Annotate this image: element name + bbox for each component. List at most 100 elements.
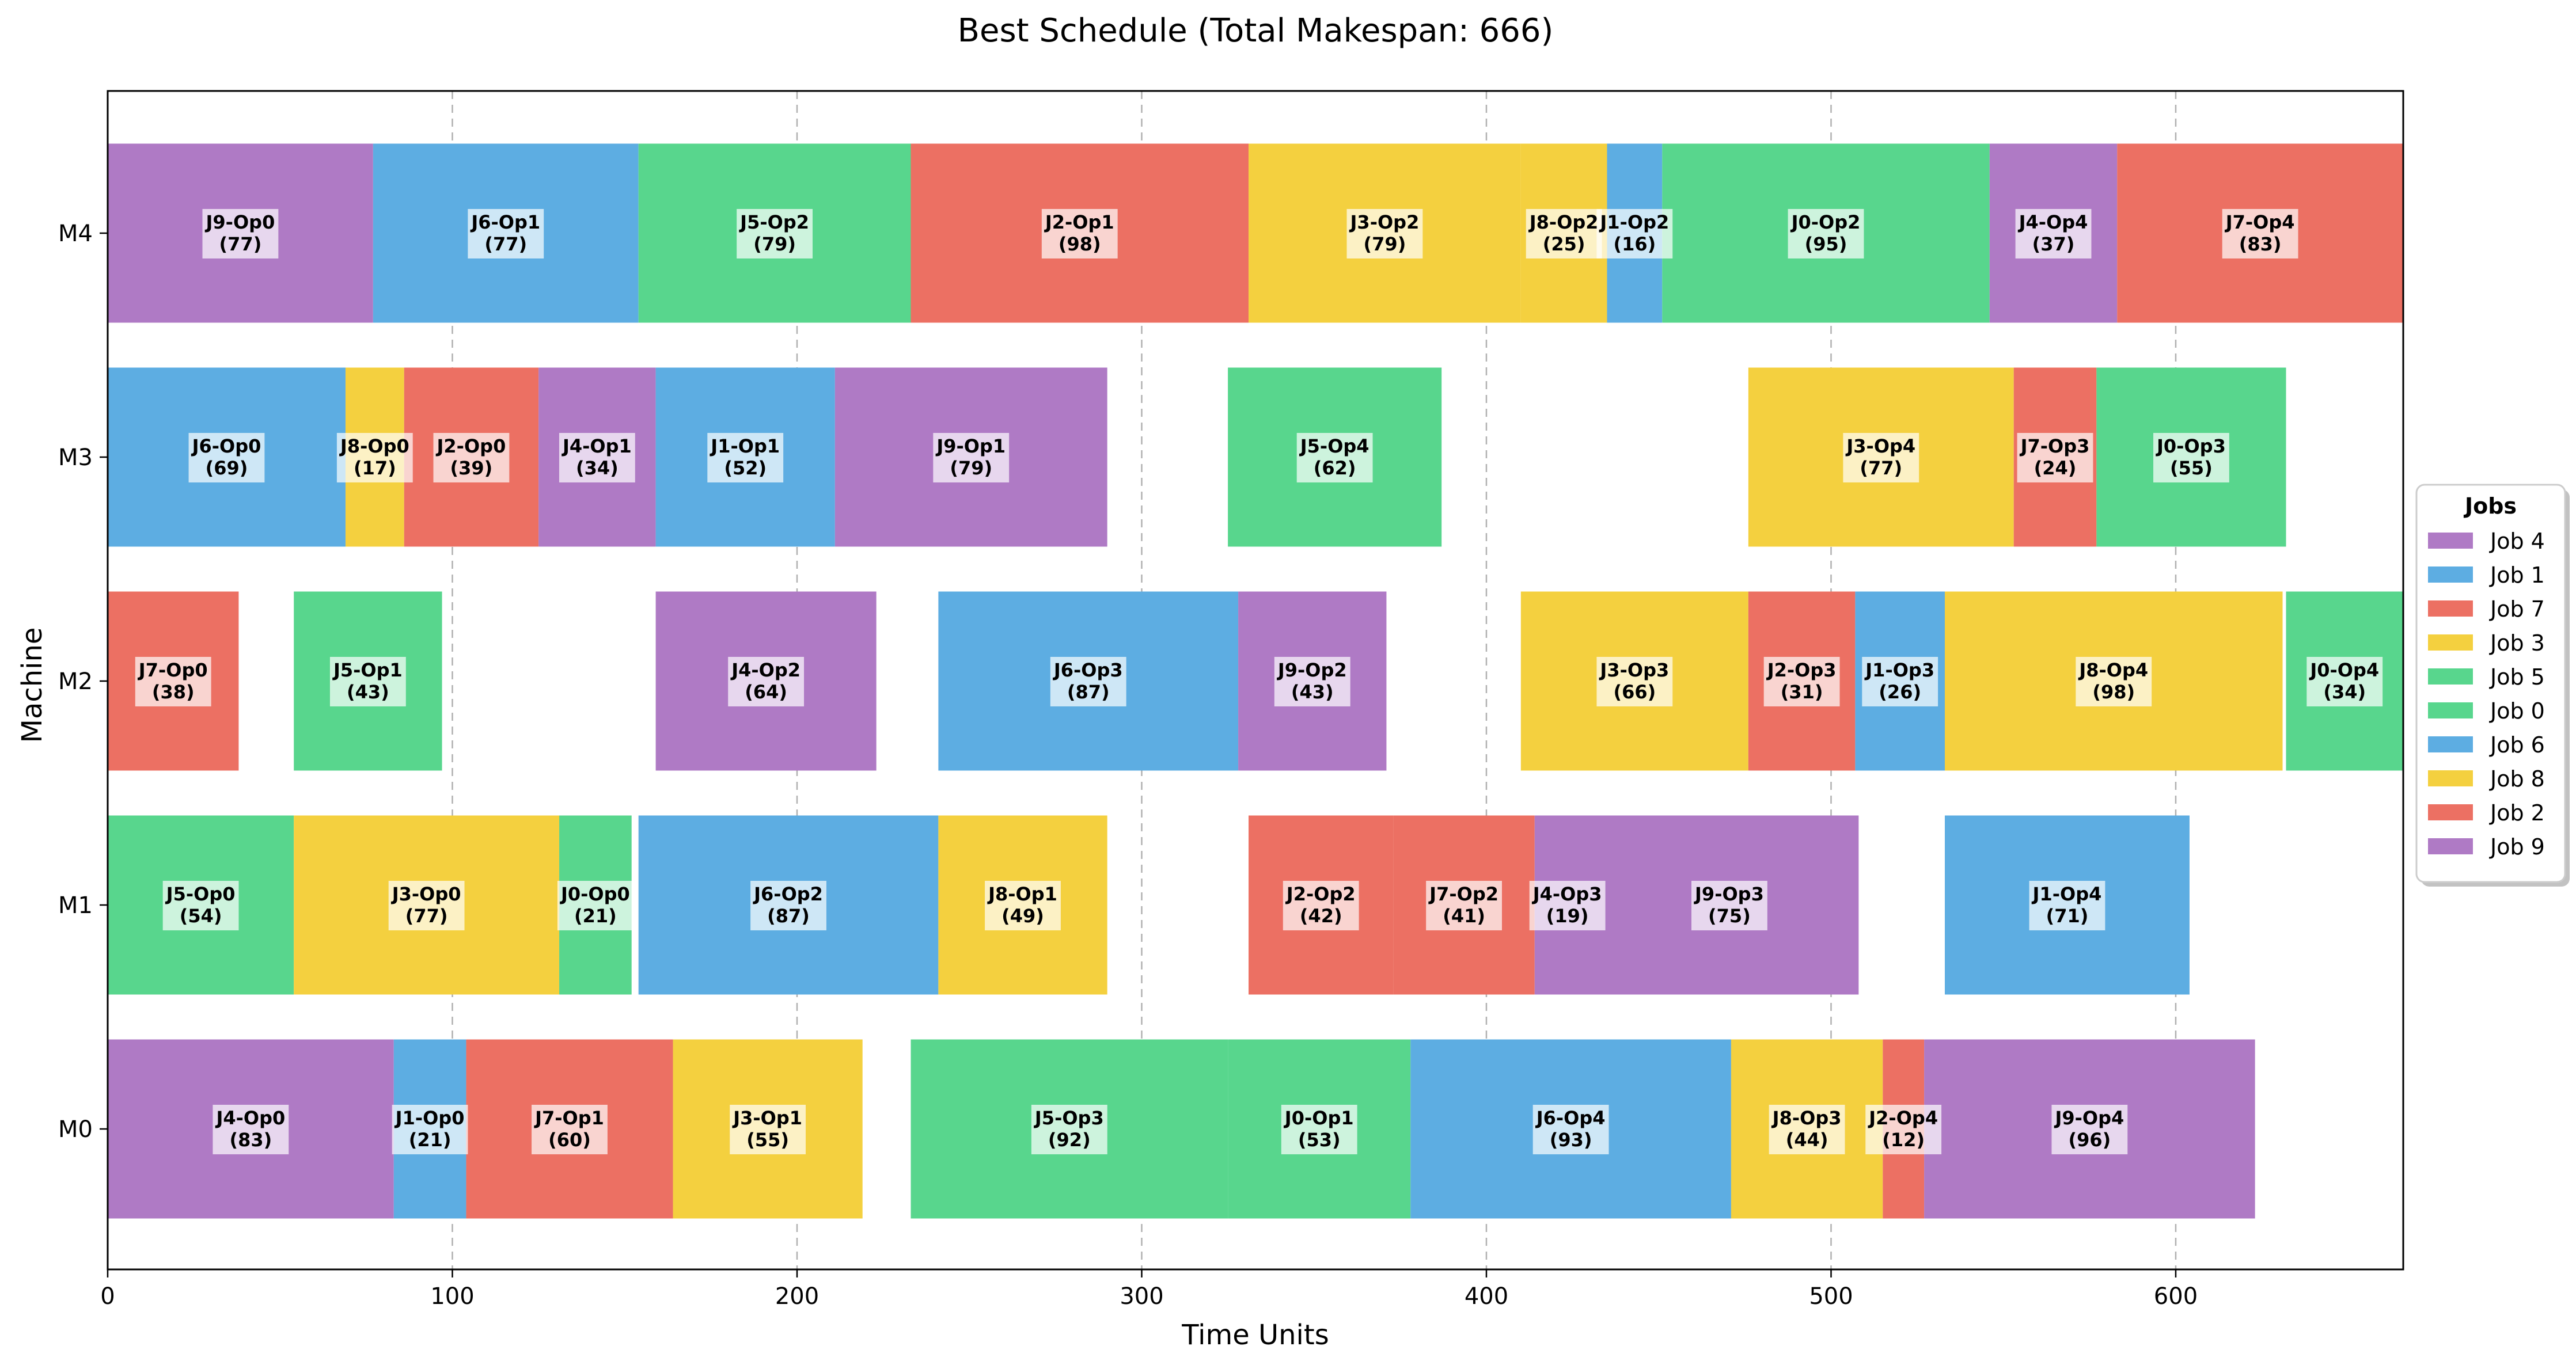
- legend-entry: Job 0: [2428, 698, 2545, 724]
- bar-label: J2-Op2(42): [1283, 881, 1359, 930]
- bar-label: J0-Op0(21): [557, 881, 633, 930]
- bar-label: J6-Op0(69): [188, 433, 265, 482]
- operation-duration-label: (41): [1443, 905, 1485, 927]
- x-tick-label: 300: [1120, 1283, 1163, 1310]
- operation-name-label: J2-Op1: [1044, 211, 1114, 233]
- bar-label-background: [1526, 209, 1602, 258]
- bar-label: J7-Op1(60): [532, 1105, 608, 1154]
- operation-name-label: J8-Op0: [339, 435, 409, 457]
- bar-label-background: [1296, 433, 1373, 482]
- legend-entry: Job 5: [2428, 664, 2545, 690]
- operation-name-label: J0-Op1: [1284, 1107, 1354, 1129]
- bar-label: J2-Op4(12): [1865, 1105, 1942, 1154]
- operation-name-label: J5-Op0: [165, 883, 236, 905]
- bar-label: J2-Op3(31): [1763, 657, 1840, 706]
- operation-duration-label: (55): [2170, 457, 2213, 479]
- operation-duration-label: (38): [152, 681, 195, 703]
- operation-name-label: J5-Op2: [739, 211, 809, 233]
- bar-label-background: [213, 1105, 289, 1154]
- bar-label: J7-Op4(83): [2222, 209, 2298, 258]
- bar-label-background: [1788, 209, 1864, 258]
- bar-label: J6-Op3(87): [1050, 657, 1126, 706]
- operation-duration-label: (75): [1708, 905, 1751, 927]
- bar-label-background: [1843, 433, 1919, 482]
- legend-swatch: [2428, 566, 2473, 583]
- operation-name-label: J4-Op0: [215, 1107, 285, 1129]
- bar-label: J8-Op4(98): [2076, 657, 2152, 706]
- bar-label-background: [188, 433, 265, 482]
- bar-label: J3-Op0(77): [388, 881, 465, 930]
- x-tick-label: 400: [1465, 1283, 1508, 1310]
- operation-name-label: J3-Op0: [391, 883, 461, 905]
- operation-name-label: J9-Op4: [2054, 1107, 2124, 1129]
- operation-name-label: J0-Op3: [2156, 435, 2226, 457]
- x-tick-label: 600: [2154, 1283, 2198, 1310]
- bar-label: J8-Op3(44): [1769, 1105, 1845, 1154]
- operation-duration-label: (53): [1298, 1129, 1341, 1151]
- legend-entry: Job 8: [2428, 766, 2545, 792]
- operation-name-label: J6-Op1: [470, 211, 540, 233]
- operation-name-label: J6-Op4: [1535, 1107, 1606, 1129]
- bar-label-background: [1031, 1105, 1107, 1154]
- operation-name-label: J1-Op2: [1599, 211, 1669, 233]
- y-axis-label: Machine: [16, 628, 48, 743]
- operation-name-label: J2-Op2: [1285, 883, 1356, 905]
- operation-name-label: J0-Op0: [560, 883, 630, 905]
- operation-name-label: J4-Op4: [2018, 211, 2088, 233]
- operation-duration-label: (66): [1613, 681, 1656, 703]
- bar-label-background: [1050, 657, 1126, 706]
- bar-label-background: [1041, 209, 1118, 258]
- bar-label-background: [737, 209, 813, 258]
- legend-swatch: [2428, 804, 2473, 820]
- bar-label-background: [2015, 209, 2092, 258]
- operation-duration-label: (95): [1805, 233, 1847, 255]
- bar-label: J8-Op1(49): [985, 881, 1061, 930]
- bar-label-background: [1532, 1105, 1609, 1154]
- operation-name-label: J4-Op3: [1532, 883, 1602, 905]
- bar-label-background: [1426, 881, 1503, 930]
- x-tick-label: 100: [430, 1283, 474, 1310]
- plot-frame: [107, 90, 2404, 1271]
- operation-name-label: J2-Op3: [1766, 659, 1837, 681]
- bar-label: J9-Op3(75): [1691, 881, 1767, 930]
- operation-name-label: J2-Op4: [1868, 1107, 1938, 1129]
- x-tick-label: 0: [100, 1283, 115, 1310]
- axis-ticks: 0 100 200 300 400 500 600 M0 M1 M2 M3 M4: [58, 220, 2198, 1310]
- bar-label: J0-Op3(55): [2153, 433, 2229, 482]
- bar-label: J4-Op3(19): [1529, 881, 1606, 930]
- bar-label-background: [433, 433, 510, 482]
- bar-label-background: [730, 1105, 806, 1154]
- operation-duration-label: (62): [1314, 457, 1356, 479]
- bar-label: J6-Op2(87): [750, 881, 826, 930]
- bar-label: J5-Op1(43): [329, 657, 406, 706]
- bar-label-background: [707, 433, 784, 482]
- operation-duration-label: (26): [1879, 681, 1921, 703]
- legend-label: Job 4: [2489, 528, 2545, 554]
- legend-label: Job 0: [2489, 698, 2545, 724]
- operation-name-label: J1-Op1: [710, 435, 780, 457]
- bar-label-background: [985, 881, 1061, 930]
- bar-label: J9-Op0(77): [202, 209, 279, 258]
- bar-label-background: [532, 1105, 608, 1154]
- bar-label: J3-Op3(66): [1596, 657, 1673, 706]
- operation-duration-label: (64): [745, 681, 787, 703]
- operation-name-label: J9-Op2: [1277, 659, 1347, 681]
- operation-duration-label: (34): [2323, 681, 2366, 703]
- bar-label: J7-Op0(38): [135, 657, 211, 706]
- y-tick-label: M4: [58, 220, 93, 247]
- legend-label: Job 8: [2489, 766, 2545, 792]
- operation-duration-label: (42): [1300, 905, 1342, 927]
- legend-title: Jobs: [2463, 493, 2517, 519]
- operation-duration-label: (17): [354, 457, 396, 479]
- bar-label-background: [1865, 1105, 1942, 1154]
- bar-label-background: [2076, 657, 2152, 706]
- bar-label-background: [1274, 657, 1350, 706]
- bar-label: J5-Op2(79): [737, 209, 813, 258]
- operation-name-label: J7-Op2: [1428, 883, 1498, 905]
- bar-label-background: [1596, 209, 1673, 258]
- legend-swatch: [2428, 600, 2473, 617]
- bar-label-background: [1596, 657, 1673, 706]
- legend-label: Job 6: [2489, 732, 2545, 758]
- operation-duration-label: (34): [576, 457, 619, 479]
